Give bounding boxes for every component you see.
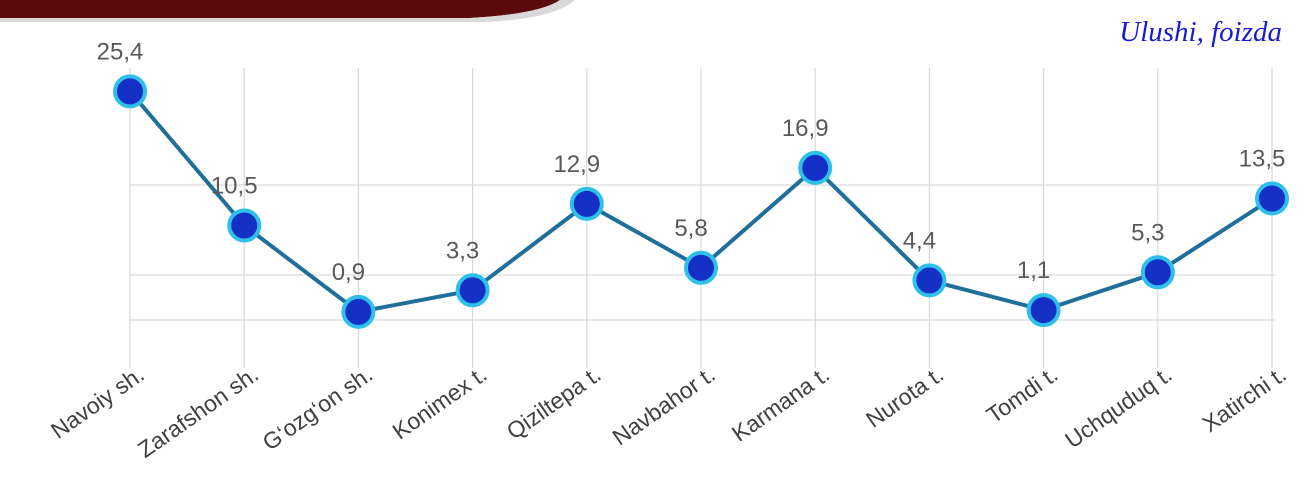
tick-label: Navbahor t. [608, 361, 720, 450]
data-label: 0,9 [332, 259, 365, 286]
tick-label: Xatirchi t. [1197, 361, 1290, 437]
data-point [684, 250, 718, 285]
tick-label: Nurota t. [861, 361, 948, 433]
data-point [1140, 255, 1175, 290]
tick-label: Zarafshon sh. [133, 361, 263, 463]
data-label: 12,9 [553, 151, 600, 178]
unit-annotation: Ulushi, foizda [1119, 16, 1282, 48]
chart-vertical-gridlines [129, 68, 1273, 368]
data-point [912, 263, 947, 298]
header-banner-highlight [0, 0, 575, 22]
data-label: 4,4 [903, 227, 936, 254]
header-banner-decoration [0, 0, 560, 18]
data-label: 1,1 [1017, 257, 1050, 284]
data-point [798, 150, 833, 185]
data-point [227, 208, 262, 243]
tick-label: Karmana t. [727, 361, 834, 447]
data-point [569, 186, 604, 221]
data-label: 13,5 [1239, 146, 1286, 173]
data-point [341, 294, 376, 329]
data-label: 10,5 [211, 173, 258, 200]
series-markers [113, 74, 1289, 329]
data-point [1026, 293, 1061, 328]
data-label: 16,9 [782, 115, 829, 142]
tick-label: Uchquduq t. [1060, 361, 1177, 453]
data-label: 25,4 [97, 38, 144, 65]
tick-label: Tomdi t. [982, 361, 1063, 428]
tick-label: G‘ozg‘on sh. [258, 361, 378, 456]
tick-label: Navoiy sh. [46, 361, 149, 444]
data-label: 5,8 [674, 215, 707, 242]
data-label: 3,3 [446, 237, 479, 264]
data-point [455, 273, 490, 308]
data-labels: 25,4 10,5 0,9 3,3 12,9 5,8 16,9 4,4 1,1 5,3 13,5 [97, 38, 1286, 286]
category-tick-labels: Navoiy sh.Zarafshon sh.G‘ozg‘on sh. Konim… [46, 361, 1291, 463]
data-label: 5,3 [1131, 219, 1164, 246]
tick-label: Qiziltepa t. [502, 361, 606, 445]
tick-label: Konimex t. [388, 361, 492, 445]
data-point [1255, 181, 1289, 216]
data-point [113, 74, 147, 109]
